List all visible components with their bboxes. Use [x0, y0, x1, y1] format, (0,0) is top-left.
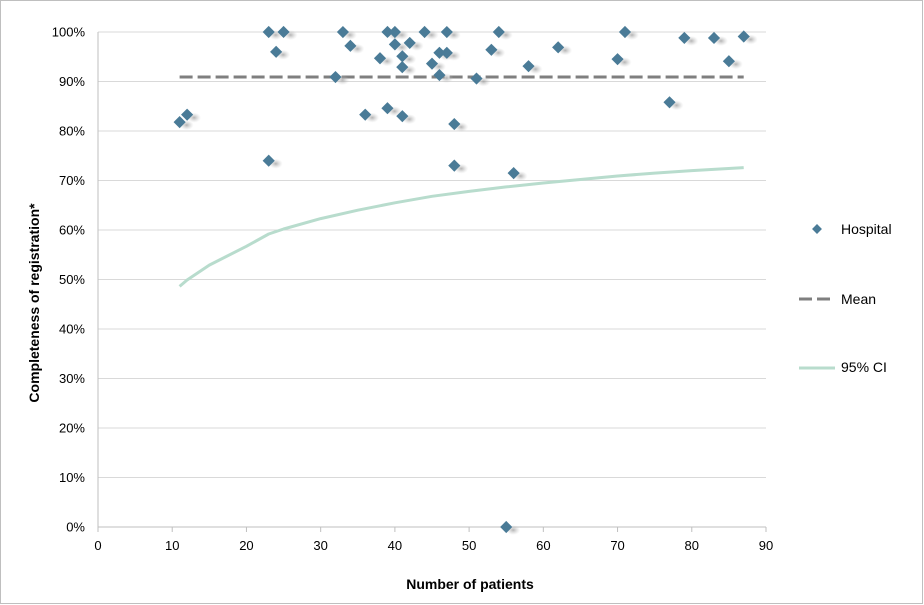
point-marker — [173, 116, 186, 129]
hospital-point — [611, 53, 632, 68]
gridlines — [98, 31, 766, 478]
hospital-point — [270, 45, 291, 60]
hospital-point — [492, 25, 513, 40]
plot-series — [173, 25, 758, 535]
y-axis-title: Completeness of registration* — [26, 203, 42, 403]
hospital-point — [722, 55, 743, 70]
y-tick-label: 80% — [59, 124, 85, 139]
x-tick-label: 50 — [462, 538, 476, 553]
hospital-point — [388, 38, 409, 53]
y-tick-label: 90% — [59, 74, 85, 89]
point-marker — [707, 31, 721, 45]
y-tick-label: 10% — [59, 470, 85, 485]
point-marker — [329, 70, 342, 84]
hospital-point — [277, 25, 298, 40]
x-tick-label: 0 — [94, 538, 101, 553]
hospital-point — [181, 108, 202, 123]
y-tick-label: 100% — [52, 25, 86, 40]
axes — [97, 32, 767, 532]
x-tick-label: 20 — [239, 538, 253, 553]
legend-item-hospital: Hospital — [812, 221, 892, 237]
legend-marker-hospital — [812, 224, 822, 234]
hospital-point — [448, 159, 469, 174]
y-tick-label: 0% — [66, 520, 85, 535]
x-tick-label: 60 — [536, 538, 550, 553]
hospital-point — [344, 39, 365, 54]
hospital-point — [336, 25, 357, 40]
point-marker — [485, 43, 498, 56]
x-axis-title: Number of patients — [406, 576, 534, 592]
hospital-point — [507, 167, 528, 182]
hospital-point — [678, 31, 699, 46]
legend-label-mean: Mean — [841, 291, 876, 307]
hospital-point — [329, 70, 350, 86]
y-tick-label: 50% — [59, 272, 85, 287]
x-tick-label: 90 — [759, 538, 773, 553]
hospital-point — [618, 25, 639, 40]
hospital-point — [396, 50, 417, 65]
hospital-point — [359, 108, 380, 123]
legend-label-95ci: 95% CI — [841, 359, 887, 375]
hospital-point — [373, 52, 395, 67]
hospital-point — [173, 116, 194, 131]
point-marker — [262, 25, 275, 39]
hospital-point — [663, 96, 684, 111]
legend-item-95ci: 95% CI — [799, 359, 887, 375]
x-tick-label: 80 — [685, 538, 699, 553]
point-marker — [181, 108, 194, 121]
hospital-point — [552, 41, 573, 56]
x-tick-label: 70 — [610, 538, 624, 553]
x-tick-label: 40 — [388, 538, 402, 553]
hospital-point — [485, 43, 506, 58]
hospital-point — [737, 30, 758, 45]
point-marker — [737, 30, 750, 43]
point-marker — [388, 38, 401, 51]
legend-item-mean: Mean — [799, 291, 876, 307]
point-marker — [277, 25, 290, 39]
hospital-point — [522, 60, 543, 75]
y-tick-label: 30% — [59, 371, 85, 386]
hospital-point — [500, 520, 521, 535]
hospital-point — [707, 31, 729, 46]
x-tick-label: 30 — [313, 538, 327, 553]
y-tick-label: 70% — [59, 173, 85, 188]
point-marker — [448, 159, 461, 172]
hospital-point — [262, 154, 283, 169]
tick-labels: 0% 10% 20% 30% 40% 50% 60% 70% 80% 90% 100% 0 10 20 30… — [52, 25, 773, 554]
point-marker — [448, 117, 461, 131]
point-marker — [433, 69, 446, 82]
hospital-point — [433, 69, 454, 84]
hospital-point — [470, 72, 491, 87]
hospital-point — [440, 25, 461, 40]
point-marker — [396, 50, 409, 63]
point-marker — [262, 154, 275, 167]
x-tick-label: 10 — [165, 538, 179, 553]
ci-95-line — [178, 166, 744, 288]
legend-label-hospital: Hospital — [841, 221, 892, 237]
legend: Hospital Mean 95% CI — [799, 221, 892, 375]
y-tick-label: 60% — [59, 223, 85, 238]
hospital-point — [418, 25, 439, 40]
y-tick-label: 40% — [59, 322, 85, 337]
hospital-point — [448, 117, 469, 133]
y-tick-label: 20% — [59, 421, 85, 436]
point-marker — [552, 41, 565, 54]
